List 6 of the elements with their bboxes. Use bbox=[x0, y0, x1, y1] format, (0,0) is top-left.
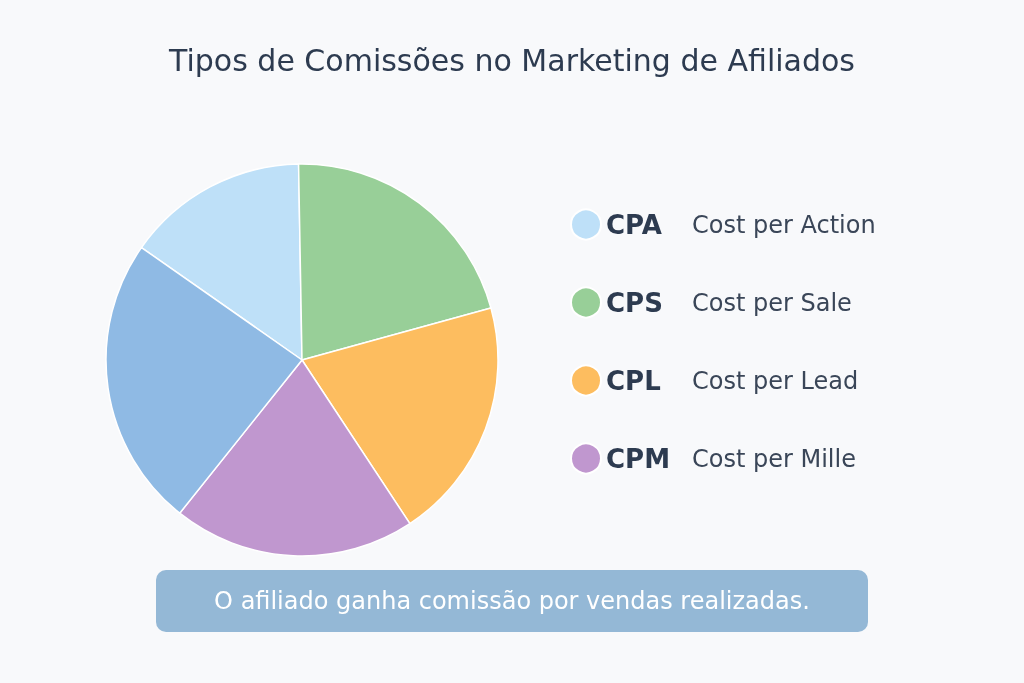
legend-label: CPM Cost per Mille bbox=[606, 443, 856, 474]
text: O afiliado ganha comissão por vendas realizadas. bbox=[214, 587, 810, 615]
category-label: CPL Cost per Lead bbox=[606, 365, 859, 396]
legend-label: CPS Cost per Sale bbox=[606, 287, 852, 318]
chart-title: Tipos de Comissões no Marketing de Afiliados bbox=[168, 42, 855, 78]
legend-label: CPA Cost per Action bbox=[606, 209, 876, 240]
